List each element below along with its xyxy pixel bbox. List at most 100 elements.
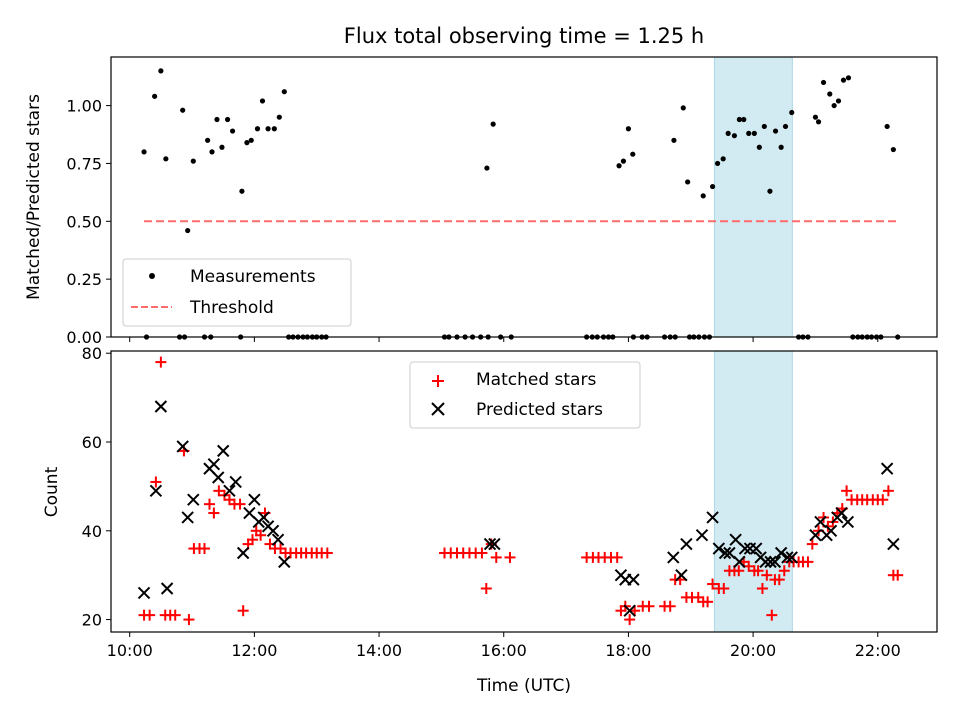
predicted-star-point: [706, 511, 719, 524]
matched-star-point: [643, 600, 655, 612]
measurement-point: [219, 144, 225, 150]
measurement-point: [254, 126, 261, 132]
measurement-point: [789, 109, 795, 116]
predicted-star-point: [781, 551, 794, 564]
measurement-point: [827, 91, 833, 97]
measurement-point: [720, 156, 726, 162]
measurement-point: [224, 116, 231, 123]
predicted-star-point: [623, 604, 636, 617]
measurement-point: [812, 114, 819, 120]
matched-star-point: [752, 565, 764, 577]
bottom-legend: Matched stars Predicted stars: [409, 361, 641, 429]
matched-star-point: [892, 569, 904, 581]
matched-star-point: [806, 538, 818, 550]
measurement-point: [815, 119, 822, 125]
matched-star-point: [664, 600, 676, 612]
matched-star-point: [255, 529, 267, 541]
matched-star-point: [237, 605, 249, 617]
top-x-ticks: [129, 337, 879, 342]
matched-star-point: [882, 485, 894, 497]
measurement-point: [616, 163, 622, 169]
matched-star-point: [611, 551, 623, 563]
measurement-point: [163, 156, 169, 162]
measurement-point: [190, 158, 196, 164]
measurement-point: [731, 133, 737, 139]
measurement-point: [214, 116, 220, 123]
measurement-point: [685, 179, 691, 185]
predicted-star-point: [154, 400, 168, 413]
y-tick-label: 0.75: [66, 154, 102, 173]
matched-star-point: [150, 476, 162, 488]
measurement-point: [756, 144, 762, 150]
measurement-point: [714, 160, 721, 167]
matched-star-point: [490, 551, 502, 563]
predicted-star-point: [887, 537, 900, 551]
bottom-axes-frame: [110, 350, 938, 633]
measurement-point: [239, 188, 245, 194]
measurement-point: [778, 144, 784, 150]
predicted-star-point: [207, 457, 221, 471]
predicted-star-point: [149, 484, 163, 498]
predicted-star-point: [835, 506, 848, 520]
bottom-panel: 10:00 12:00 14:00 16:00 18:00 20:00 22:00 20 40…: [42, 344, 938, 696]
y-tick-label: 0.00: [66, 328, 102, 347]
measurement-point: [741, 116, 747, 123]
bottom-count-points: [137, 356, 904, 626]
predicted-star-point: [223, 484, 236, 498]
matched-star-point: [199, 543, 211, 555]
predicted-star-point: [774, 546, 788, 560]
measurement-point: [820, 79, 827, 86]
measurement-point: [736, 116, 742, 123]
predicted-star-point: [488, 537, 501, 551]
matched-star-point: [169, 609, 181, 621]
measurement-point: [281, 89, 287, 95]
measurement-point: [772, 128, 779, 134]
y-tick-label: 60: [82, 433, 102, 452]
matched-star-point: [183, 614, 195, 626]
x-tick-label: 22:00: [855, 641, 901, 660]
predicted-star-point: [718, 546, 732, 560]
predicted-star-point: [750, 542, 763, 555]
y-tick-label: 40: [82, 522, 102, 541]
measurement-point: [158, 68, 164, 74]
predicted-star-point: [278, 555, 291, 569]
predicted-star-point: [266, 524, 280, 537]
matched-star-point: [733, 565, 745, 577]
predicted-star-point: [187, 493, 200, 506]
measurement-point: [276, 114, 282, 120]
matched-star-point: [761, 569, 773, 581]
matched-star-point: [756, 582, 768, 594]
measurement-point: [180, 107, 186, 113]
matched-star-point: [802, 556, 814, 568]
predicted-star-point: [809, 529, 822, 542]
predicted-star-point: [712, 542, 726, 555]
x-tick-label: 10:00: [107, 641, 153, 660]
measurement-point: [709, 183, 716, 190]
measurement-point: [209, 149, 215, 155]
y-tick-label: 0.50: [66, 212, 102, 231]
measurement-point: [767, 188, 773, 194]
measurement-point: [680, 105, 686, 111]
y-tick-label: 80: [82, 344, 102, 363]
predicted-star-point: [248, 493, 261, 506]
measurement-point: [746, 130, 752, 136]
matched-star-point: [476, 547, 488, 559]
measurement-point: [490, 121, 496, 127]
predicted-star-point: [181, 511, 194, 524]
measurement-point: [625, 126, 632, 132]
predicted-star-point: [271, 533, 285, 546]
top-y-axis-label: Matched/Predicted stars: [24, 94, 44, 300]
matched-star-point: [480, 582, 492, 594]
matched-star-point: [773, 574, 785, 586]
predicted-star-point: [841, 515, 855, 529]
predicted-star-point: [483, 537, 497, 551]
measurement-point: [229, 128, 236, 134]
legend-predicted-marker: [431, 402, 445, 416]
bottom-y-ticks: 20 40 60 80: [82, 344, 111, 630]
predicted-star-point: [764, 555, 777, 569]
predicted-star-point: [695, 529, 709, 542]
predicted-star-point: [667, 551, 680, 564]
x-tick-label: 18:00: [605, 641, 651, 660]
matched-star-point: [144, 609, 156, 621]
matched-star-point: [213, 485, 225, 497]
